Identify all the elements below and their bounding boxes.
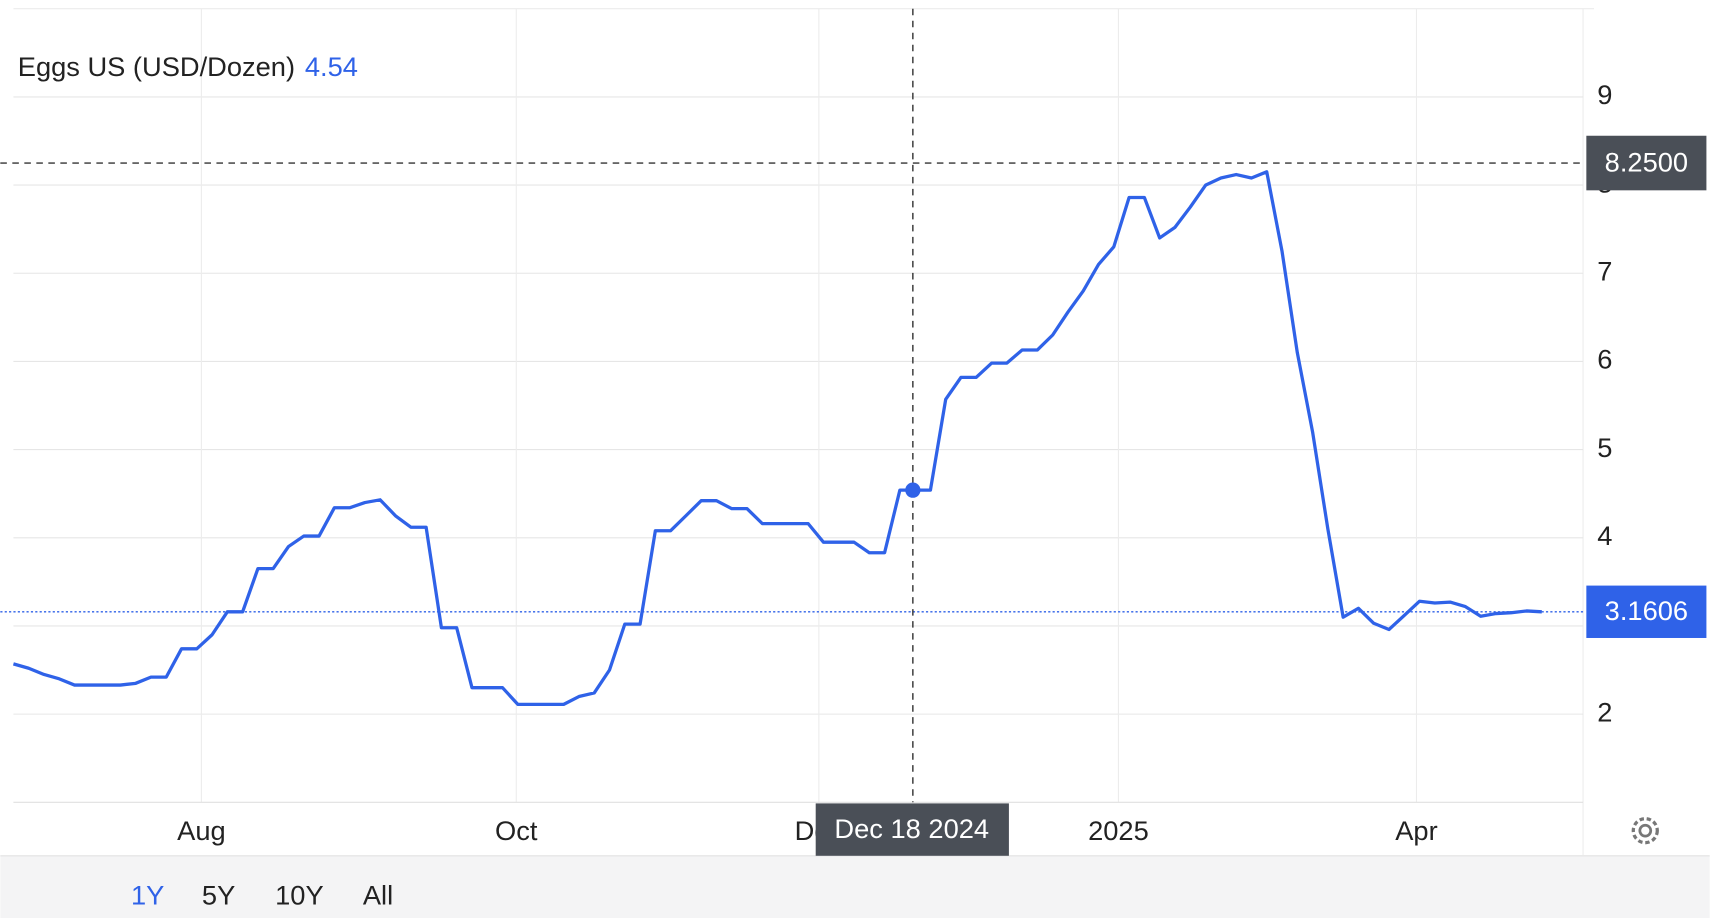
crosshair-price-badge xyxy=(1586,135,1707,191)
x-tick-label: Apr xyxy=(1395,815,1437,846)
last-price-badge xyxy=(1586,585,1707,638)
y-tick-label: 4 xyxy=(1597,520,1612,551)
x-tick-label: 2025 xyxy=(1088,815,1149,846)
price-line xyxy=(12,170,1542,707)
hover-date-badge xyxy=(815,803,1009,856)
range-button[interactable]: 5Y xyxy=(202,879,235,910)
range-button[interactable]: All xyxy=(363,879,393,910)
hover-value: 4.54 xyxy=(305,51,358,82)
y-tick-label: 2 xyxy=(1597,696,1612,727)
range-button[interactable]: 10Y xyxy=(275,879,324,910)
gear[interactable] xyxy=(1631,817,1659,845)
range-button[interactable]: 1Y xyxy=(131,879,164,910)
hover-point xyxy=(905,482,921,498)
x-tick-label: Oct xyxy=(495,815,538,846)
gear-hole[interactable] xyxy=(1638,823,1653,838)
settings-icon[interactable] xyxy=(1631,817,1659,845)
chart-title: Eggs US (USD/Dozen) xyxy=(18,51,295,82)
range-bar xyxy=(0,855,1710,918)
y-tick-label: 9 xyxy=(1597,79,1612,110)
y-tick-label: 7 xyxy=(1597,255,1612,286)
x-tick-label: Aug xyxy=(177,815,226,846)
hover-date-label: Dec 18 2024 xyxy=(834,813,989,844)
y-tick-label: 5 xyxy=(1597,432,1612,463)
crosshair-price-label: 8.2500 xyxy=(1605,146,1688,177)
y-tick-label: 6 xyxy=(1597,344,1612,375)
last-price-label: 3.1606 xyxy=(1605,595,1688,626)
